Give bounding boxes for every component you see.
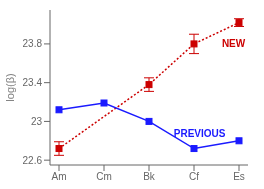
svg-text:23.8: 23.8 <box>23 38 43 49</box>
svg-text:log(β): log(β) <box>8 73 16 101</box>
svg-text:23: 23 <box>31 116 43 127</box>
svg-text:Cf: Cf <box>189 171 199 182</box>
svg-text:22.6: 22.6 <box>23 155 43 166</box>
svg-text:PREVIOUS: PREVIOUS <box>174 128 226 139</box>
svg-text:Es: Es <box>233 171 245 182</box>
svg-text:Am: Am <box>52 171 67 182</box>
svg-text:Bk: Bk <box>143 171 156 182</box>
svg-text:23.4: 23.4 <box>23 77 43 88</box>
svg-text:NEW: NEW <box>222 38 246 49</box>
svg-text:Cm: Cm <box>96 171 112 182</box>
